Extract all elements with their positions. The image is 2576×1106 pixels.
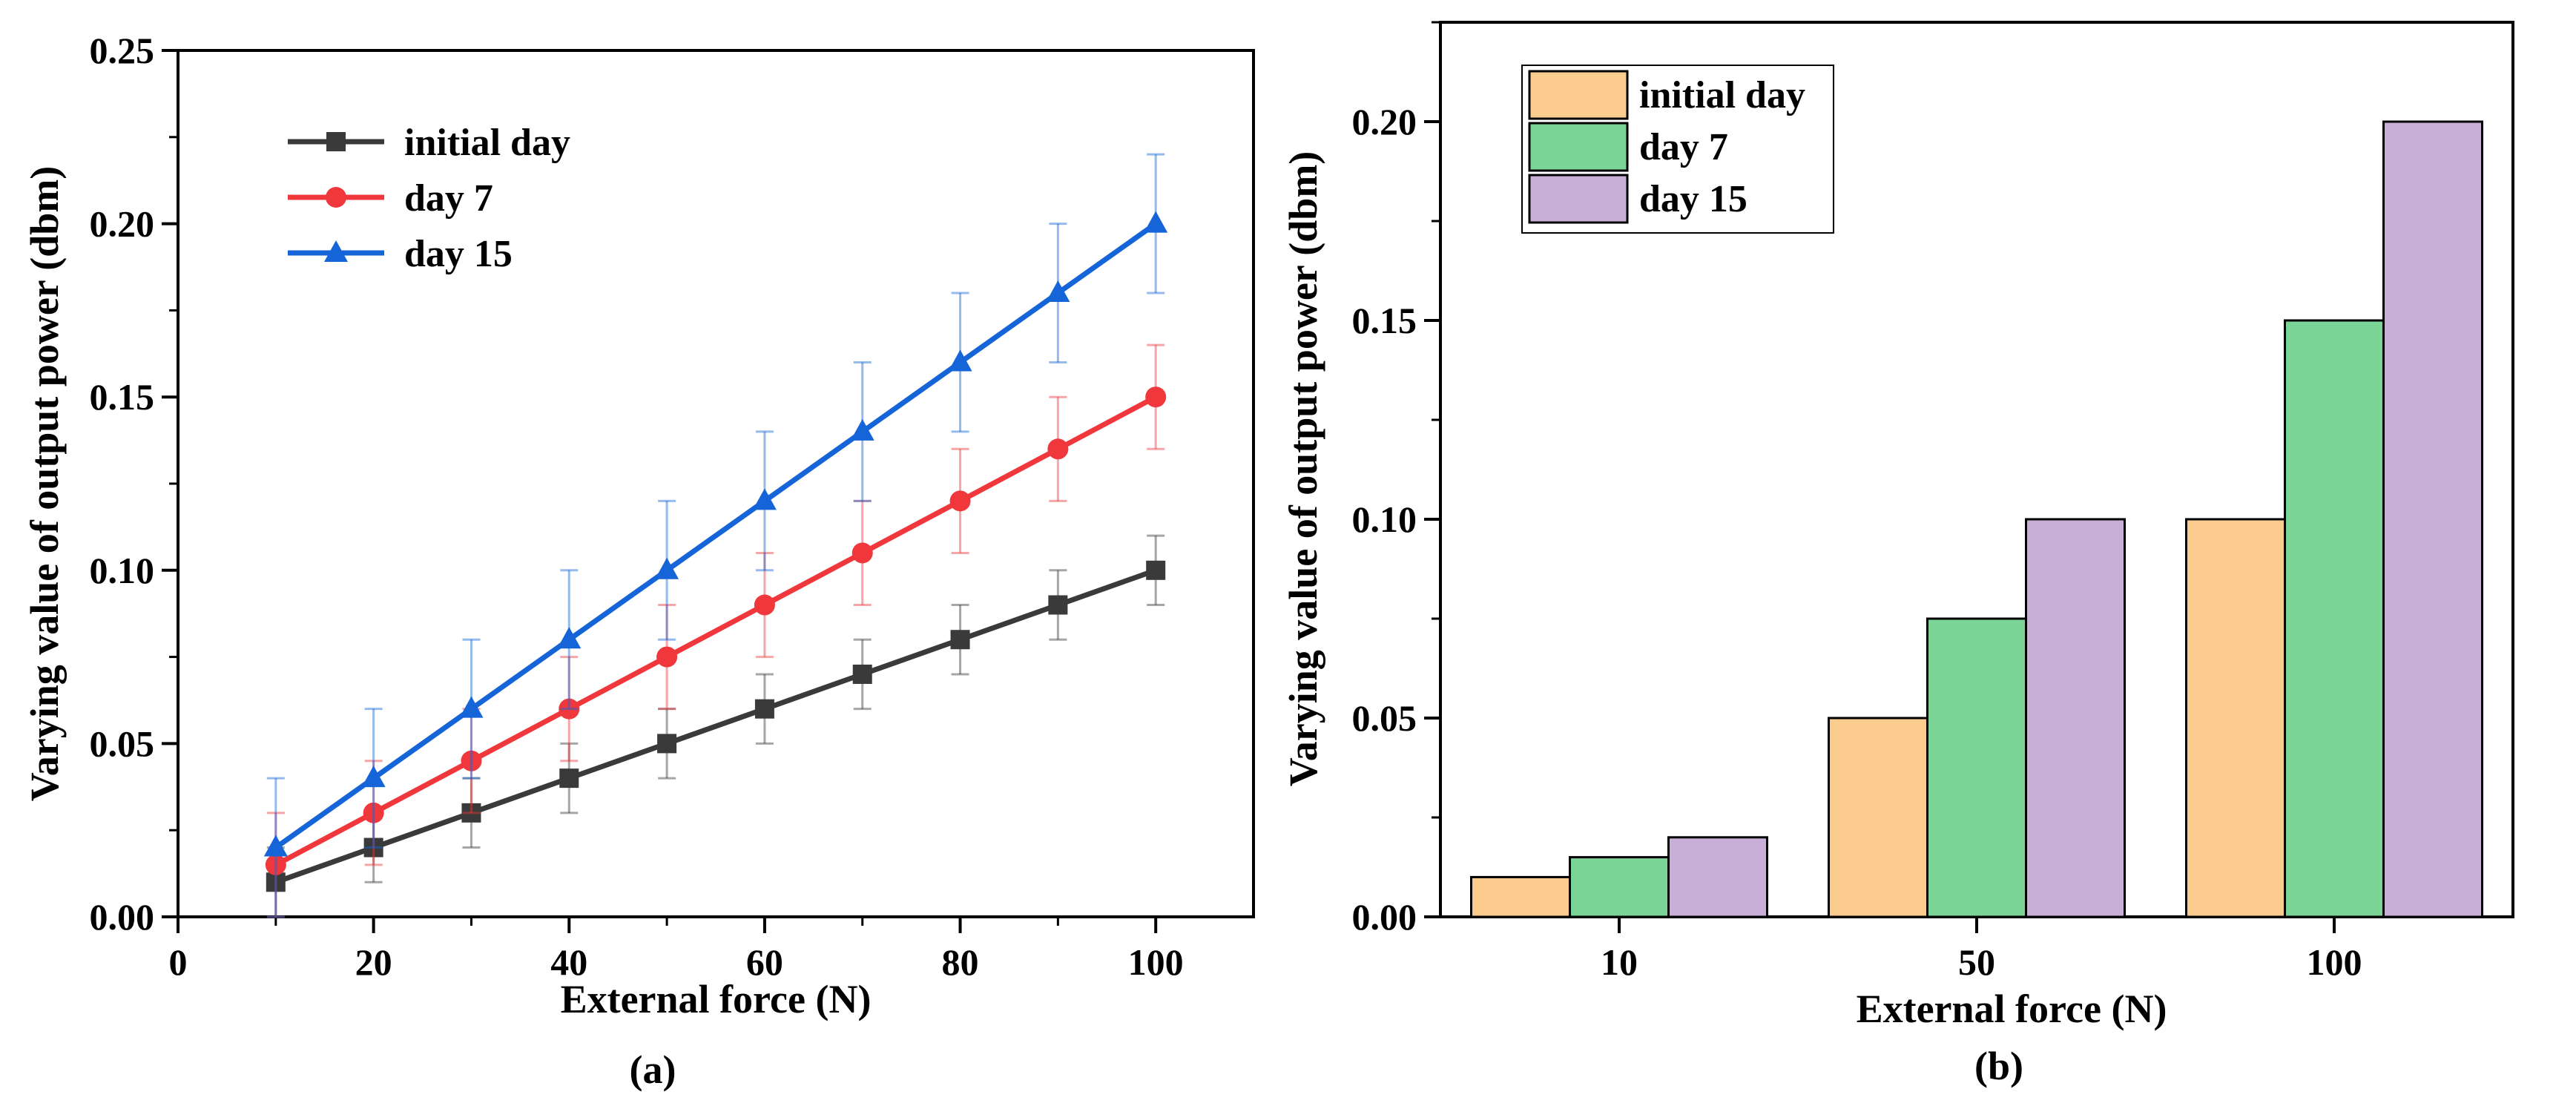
y-tick-label: 0.20 — [90, 203, 155, 245]
y-axis-label: Varying value of output power (dbm) — [1281, 151, 1325, 787]
bar — [1569, 856, 1670, 918]
data-point — [263, 835, 288, 857]
data-point — [363, 802, 384, 823]
data-point — [655, 557, 679, 579]
data-point — [557, 627, 582, 649]
legend-label: initial day — [404, 122, 570, 164]
legend-swatch — [1528, 122, 1629, 172]
legend-marker — [326, 132, 346, 151]
y-tick-label: 0.00 — [1352, 896, 1417, 938]
line-chart-panel: 0 20 40 60 80 100 0.00 0.05 0.10 0.15 0.20 0.25 ini… — [22, 30, 1255, 1092]
data-point — [559, 768, 579, 789]
data-point — [657, 734, 677, 754]
axis-ticks — [162, 49, 1158, 933]
bar — [2185, 518, 2286, 918]
tick-labels: 0 20 40 60 80 100 0.00 0.05 0.10 0.15 0.20 0.25 — [90, 30, 1184, 983]
series-line — [274, 567, 1157, 885]
x-tick-label: 10 — [1601, 941, 1638, 983]
data-point — [950, 630, 970, 650]
y-tick-label: 0.10 — [1352, 498, 1417, 540]
legend-label: day 7 — [404, 177, 493, 220]
data-point — [1146, 560, 1166, 580]
bars-layer — [1470, 120, 2483, 918]
data-point — [461, 750, 482, 771]
y-tick-label: 0.05 — [90, 722, 155, 764]
data-point — [948, 349, 972, 372]
panel-label: (b) — [1974, 1044, 2023, 1088]
x-tick-label: 50 — [1958, 941, 1995, 983]
legend-label: day 15 — [404, 233, 513, 275]
y-tick-label: 0.00 — [90, 896, 155, 938]
series-line — [274, 221, 1158, 850]
legend-label: initial day — [1639, 74, 1805, 116]
legend-swatch — [1528, 174, 1629, 224]
y-tick-label: 0.10 — [90, 550, 155, 591]
legend-label: day 15 — [1639, 178, 1747, 220]
y-tick-label: 0.20 — [1352, 101, 1417, 142]
bar — [1926, 617, 2027, 918]
x-tick-label: 80 — [942, 941, 979, 983]
data-point — [949, 490, 971, 512]
legend: initial day day 7 day 15 — [288, 122, 570, 275]
data-point — [656, 646, 678, 668]
x-tick-label: 0 — [169, 941, 188, 983]
x-tick-label: 100 — [1128, 941, 1184, 983]
data-point — [1047, 438, 1069, 460]
data-point — [363, 837, 383, 858]
plot-frame — [177, 49, 1255, 918]
data-point — [559, 698, 580, 720]
x-axis-label: External force (N) — [561, 977, 872, 1021]
y-tick-label: 0.15 — [90, 376, 155, 418]
data-point — [361, 766, 386, 788]
tick-labels: 0.00 0.05 0.10 0.15 0.20 10 50 100 — [1352, 101, 2362, 983]
series-layer — [263, 153, 1168, 918]
x-tick-label: 60 — [746, 941, 783, 983]
data-point — [265, 854, 286, 875]
data-point — [1048, 595, 1068, 615]
y-tick-label: 0.15 — [1352, 300, 1417, 341]
axis-ticks — [1424, 21, 2336, 933]
series-day-7 — [265, 343, 1167, 918]
data-point — [754, 594, 775, 616]
x-tick-label: 20 — [355, 941, 392, 983]
data-point — [1145, 386, 1167, 408]
data-point — [752, 488, 777, 510]
data-point — [1046, 280, 1070, 303]
bar — [1828, 717, 1928, 918]
y-tick-label: 0.25 — [90, 30, 155, 71]
data-point — [459, 696, 484, 718]
series-day-15 — [263, 153, 1168, 918]
data-point — [1144, 211, 1168, 233]
bar — [2284, 319, 2385, 918]
data-point — [850, 418, 874, 441]
data-point — [266, 872, 286, 892]
bar-chart-panel: 0.00 0.05 0.10 0.15 0.20 10 50 100 initial day d… — [1281, 21, 2514, 1088]
data-point — [852, 664, 872, 684]
series-initial-day — [266, 534, 1166, 918]
data-point — [461, 803, 481, 823]
x-tick-label: 40 — [550, 941, 587, 983]
legend-marker — [324, 240, 348, 262]
legend-marker — [326, 187, 346, 208]
bar — [1667, 836, 1768, 918]
data-point — [754, 699, 774, 719]
bar — [2025, 518, 2126, 918]
legend: initial day day 7 day 15 — [1521, 65, 1834, 234]
legend-label: day 7 — [1639, 126, 1728, 168]
data-point — [851, 542, 873, 564]
y-tick-label: 0.05 — [1352, 697, 1417, 739]
bar — [1470, 875, 1571, 918]
legend-swatch — [1528, 70, 1629, 120]
x-tick-label: 100 — [2307, 941, 2362, 983]
series-line — [274, 395, 1157, 868]
panel-label: (a) — [630, 1047, 676, 1092]
bar — [2382, 120, 2483, 918]
x-axis-label: External force (N) — [1857, 987, 2167, 1031]
y-axis-label: Varying value of output power (dbm) — [22, 166, 67, 802]
